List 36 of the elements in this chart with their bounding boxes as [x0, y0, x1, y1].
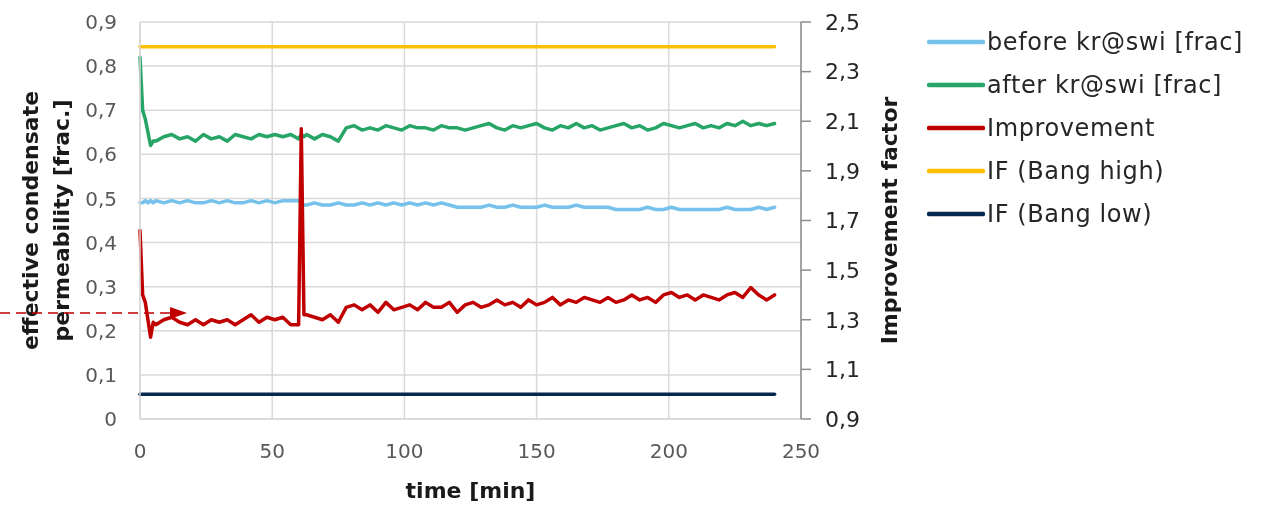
legend-label: after kr@swi [frac] [987, 70, 1222, 99]
y-axis-title: effective condensate permeability [frac.] [18, 90, 75, 351]
y2-tick-label: 2,5 [825, 9, 860, 35]
y2-tick-label: 1,9 [825, 158, 860, 184]
y2-tick-label: 1,1 [825, 357, 860, 383]
y-tick-label: 0,8 [85, 54, 117, 79]
x-axis-title: time [min] [405, 477, 536, 503]
line-series [138, 198, 777, 212]
line-series [138, 126, 777, 339]
x-tick-label: 50 [259, 439, 285, 464]
y-tick-label: 0,3 [85, 274, 117, 299]
y-tick-label: 0,2 [85, 318, 117, 343]
y-tick-label: 0,5 [85, 186, 117, 211]
y-tick-label: 0,9 [85, 10, 117, 35]
legend-label: before kr@swi [frac] [987, 27, 1244, 56]
legend-label: IF (Bang high) [987, 156, 1165, 185]
y2-tick-label: 1,5 [825, 257, 860, 283]
x-tick-label: 0 [133, 439, 147, 464]
y-tick-label: 0,1 [85, 362, 117, 387]
y2-tick-label: 1,7 [825, 208, 860, 234]
y-tick-label: 0 [104, 407, 117, 432]
y-tick-label: 0,7 [85, 98, 117, 123]
x-tick-label: 250 [781, 439, 821, 464]
y2-tick-label: 2,1 [825, 109, 860, 135]
y-tick-label: 0,6 [85, 142, 117, 167]
y2-axis-title: Improvement factor [876, 96, 902, 345]
y2-tick-label: 1,3 [825, 307, 860, 333]
x-tick-label: 150 [517, 439, 556, 464]
legend-label: Improvement [987, 113, 1156, 142]
legend-label: IF (Bang low) [987, 199, 1153, 228]
line-series [138, 55, 777, 148]
y-tick-label: 0,4 [85, 230, 117, 255]
x-tick-label: 200 [649, 439, 688, 464]
x-tick-label: 100 [385, 439, 424, 464]
y2-tick-label: 0,9 [825, 406, 860, 432]
y2-tick-label: 2,3 [825, 59, 860, 85]
